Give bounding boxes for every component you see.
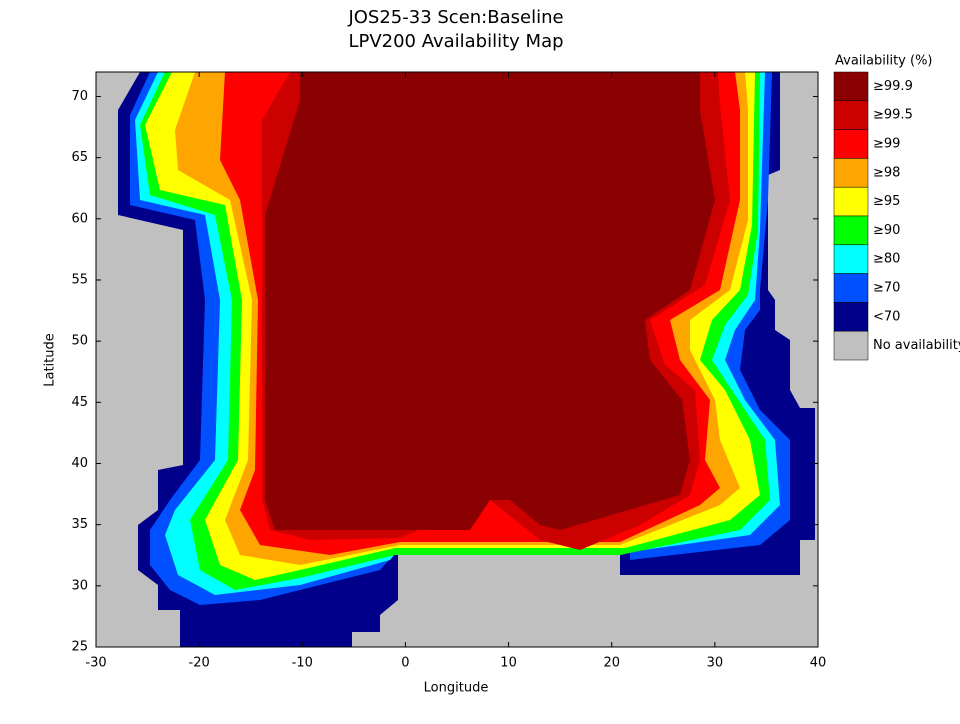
- legend-label: No availability: [873, 338, 960, 353]
- x-tick-label: -10: [292, 656, 313, 671]
- x-tick-label: 0: [401, 656, 409, 671]
- x-tick-label: 40: [810, 656, 827, 671]
- y-tick-label: 65: [71, 150, 88, 165]
- y-tick-label: 60: [71, 211, 88, 226]
- legend-label: ≥98: [873, 165, 900, 180]
- legend-title: Availability (%): [835, 54, 933, 69]
- y-tick-label: 25: [71, 640, 88, 655]
- plot-frame: [95, 71, 819, 648]
- y-tick-label: 45: [71, 395, 88, 410]
- x-tick-label: -30: [85, 656, 106, 671]
- x-tick-label: 30: [707, 656, 724, 671]
- legend-swatch: [833, 100, 869, 130]
- legend-swatch: [833, 215, 869, 246]
- legend-label: ≥95: [873, 194, 900, 209]
- chart-title: JOS25-33 Scen:Baseline: [347, 7, 563, 28]
- legend-label: ≥99: [873, 137, 900, 152]
- y-tick-label: 35: [71, 517, 88, 532]
- legend-swatch: [833, 244, 869, 274]
- y-tick-label: 55: [71, 272, 88, 287]
- map: [96, 72, 818, 647]
- legend-swatch: [833, 158, 869, 188]
- region-99-9: [265, 72, 715, 530]
- legend-swatch: [833, 129, 869, 159]
- legend-label: <70: [873, 309, 900, 324]
- legend-label: ≥90: [873, 223, 900, 238]
- legend-swatch: [833, 186, 869, 217]
- y-axis-label: Latitude: [43, 333, 58, 387]
- legend-swatch: [833, 273, 869, 303]
- legend-swatch: [833, 330, 869, 361]
- y-tick-label: 70: [71, 89, 88, 104]
- legend-swatch: [833, 71, 869, 102]
- y-tick-label: 40: [71, 456, 88, 471]
- legend-swatch: [833, 302, 869, 332]
- legend-label: ≥99.5: [873, 108, 913, 123]
- x-axis-label: Longitude: [424, 681, 489, 696]
- x-tick-label: -20: [189, 656, 210, 671]
- chart-subtitle: LPV200 Availability Map: [348, 31, 563, 52]
- y-tick-label: 30: [71, 578, 88, 593]
- x-tick-label: 20: [603, 656, 620, 671]
- legend-label: ≥70: [873, 281, 900, 296]
- legend-label: ≥80: [873, 252, 900, 267]
- y-tick-label: 50: [71, 334, 88, 349]
- x-tick-label: 10: [500, 656, 517, 671]
- legend-label: ≥99.9: [873, 79, 913, 94]
